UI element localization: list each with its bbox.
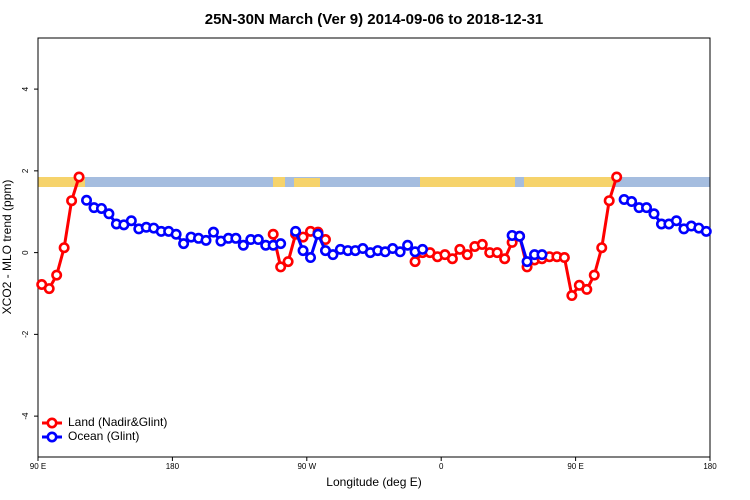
data-point [409, 256, 421, 268]
data-point [58, 242, 70, 254]
x-tick-label: 90 W [297, 462, 316, 471]
x-tick-label: 90 E [567, 462, 583, 471]
data-point [275, 261, 287, 273]
data-point [417, 243, 429, 255]
data-point [446, 253, 458, 265]
data-point [81, 194, 93, 206]
data-point [252, 234, 264, 246]
x-tick-label: 90 E [30, 462, 46, 471]
legend-marker [46, 417, 58, 429]
data-point [66, 195, 78, 207]
data-point [305, 252, 317, 264]
data-point [43, 283, 55, 295]
data-point [536, 249, 548, 261]
legend-label: Ocean (Glint) [68, 429, 139, 443]
data-point [626, 196, 638, 208]
data-point [514, 230, 526, 242]
data-point [237, 239, 249, 251]
data-point [207, 226, 219, 238]
data-point [454, 243, 466, 255]
data-point [611, 171, 623, 183]
data-point [521, 256, 533, 268]
data-point [125, 215, 137, 227]
data-point [170, 228, 182, 240]
data-point [581, 283, 593, 295]
data-point [648, 208, 660, 220]
chart-title: 25N-30N March (Ver 9) 2014-09-06 to 2018… [205, 11, 544, 28]
x-axis-label: Longitude (deg E) [326, 475, 421, 489]
data-point [95, 202, 107, 214]
data-point [558, 252, 570, 264]
data-point [290, 225, 302, 237]
map-strip [38, 177, 710, 187]
data-point [51, 269, 63, 281]
data-point [491, 247, 503, 259]
data-point [700, 225, 712, 237]
data-point [394, 246, 406, 258]
legend-label: Land (Nadir&Glint) [68, 415, 167, 429]
y-tick-label: 0 [21, 250, 30, 255]
data-point [402, 239, 414, 251]
data-point [73, 171, 85, 183]
data-point [670, 215, 682, 227]
data-point [103, 208, 115, 220]
data-point [327, 249, 339, 261]
data-point [641, 202, 653, 214]
data-point [499, 253, 511, 265]
data-point [461, 249, 473, 261]
x-tick-label: 180 [166, 462, 180, 471]
data-point [312, 228, 324, 240]
x-tick-label: 180 [703, 462, 717, 471]
data-point [476, 238, 488, 250]
data-point [275, 238, 287, 250]
data-point [178, 238, 190, 250]
data-point [200, 234, 212, 246]
data-point [566, 290, 578, 302]
y-tick-label: 4 [21, 86, 30, 91]
data-point [588, 269, 600, 281]
x-tick-label: 0 [439, 462, 444, 471]
plot-frame [37, 37, 711, 458]
data-point [267, 228, 279, 240]
data-point [596, 242, 608, 254]
y-tick-label: 2 [21, 168, 30, 173]
y-axis-label: XCO2 - MLO trend (ppm) [0, 180, 14, 315]
y-tick-label: -2 [21, 330, 30, 338]
y-tick-label: -4 [21, 412, 30, 420]
legend-marker [46, 431, 58, 443]
data-point [603, 195, 615, 207]
data-point [297, 245, 309, 257]
data-point [230, 232, 242, 244]
data-point [282, 256, 294, 268]
